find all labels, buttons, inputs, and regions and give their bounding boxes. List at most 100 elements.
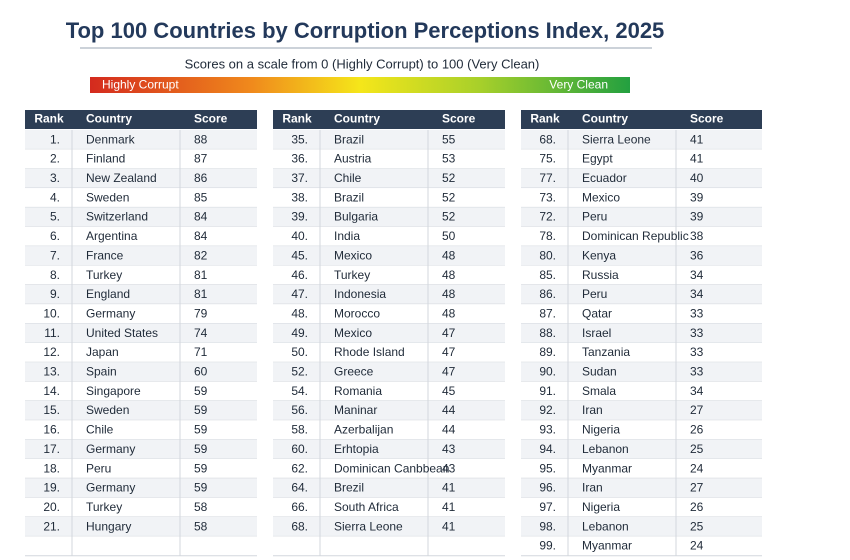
row-bg bbox=[273, 226, 505, 247]
header-cell: Rank bbox=[282, 112, 312, 126]
rank-cell: 21. bbox=[43, 519, 60, 533]
rank-cell: 97. bbox=[539, 500, 556, 514]
score-cell: 47 bbox=[442, 345, 456, 359]
country-cell: Brezil bbox=[334, 481, 364, 495]
score-cell: 59 bbox=[194, 384, 208, 398]
country-cell: Finland bbox=[86, 152, 125, 166]
rank-cell: 86. bbox=[539, 287, 556, 301]
row-bg bbox=[273, 188, 505, 208]
country-cell: Israel bbox=[582, 326, 611, 340]
table-header bbox=[273, 110, 505, 129]
country-cell: Indonesia bbox=[334, 287, 386, 301]
row-bg bbox=[273, 517, 505, 537]
score-cell: 44 bbox=[442, 403, 456, 417]
score-cell: 81 bbox=[194, 268, 208, 282]
rank-cell: 18. bbox=[43, 461, 60, 475]
rank-cell: 5. bbox=[50, 210, 60, 224]
rank-cell: 77. bbox=[539, 171, 556, 185]
country-cell: Argentina bbox=[86, 229, 138, 243]
rank-cell: 16. bbox=[43, 423, 60, 437]
country-cell: Japan bbox=[86, 345, 119, 359]
row-bg bbox=[273, 149, 505, 169]
rank-cell: 40. bbox=[291, 229, 308, 243]
score-cell: 52 bbox=[442, 210, 456, 224]
rank-cell: 14. bbox=[43, 384, 60, 398]
row-bg bbox=[273, 265, 505, 285]
rank-cell: 10. bbox=[43, 306, 60, 320]
row-bg bbox=[25, 226, 257, 247]
row-bg bbox=[25, 188, 257, 208]
country-cell: Turkey bbox=[86, 268, 122, 282]
country-cell: Mexico bbox=[582, 190, 620, 204]
row-bg bbox=[25, 381, 257, 401]
country-cell: France bbox=[86, 248, 124, 262]
country-cell: Myanmar bbox=[582, 461, 632, 475]
row-bg bbox=[25, 362, 257, 382]
country-cell: Chile bbox=[334, 171, 362, 185]
rank-cell: 58. bbox=[291, 423, 308, 437]
row-bg bbox=[273, 497, 505, 517]
country-cell: Azerbalijan bbox=[334, 423, 393, 437]
row-bg bbox=[521, 420, 762, 440]
country-cell: Brazil bbox=[334, 132, 364, 146]
score-cell: 39 bbox=[690, 210, 704, 224]
score-cell: 86 bbox=[194, 171, 208, 185]
rank-cell: 35. bbox=[291, 132, 308, 146]
country-cell: Smala bbox=[582, 384, 616, 398]
rank-cell: 11. bbox=[44, 326, 60, 340]
country-cell: Spain bbox=[86, 365, 117, 379]
country-cell: Ecuador bbox=[582, 171, 627, 185]
country-cell: Peru bbox=[582, 287, 607, 301]
country-cell: Dominican Republic bbox=[582, 229, 689, 243]
score-cell: 82 bbox=[194, 248, 208, 262]
score-cell: 48 bbox=[442, 287, 456, 301]
score-cell: 84 bbox=[194, 229, 208, 243]
country-cell: Nigeria bbox=[582, 423, 620, 437]
score-cell: 59 bbox=[194, 403, 208, 417]
rank-cell: 73. bbox=[539, 190, 556, 204]
country-cell: Hungary bbox=[86, 519, 131, 533]
row-bg bbox=[521, 188, 762, 208]
country-cell: Turkey bbox=[334, 268, 370, 282]
table-header bbox=[521, 110, 762, 129]
country-cell: England bbox=[86, 287, 130, 301]
score-cell: 59 bbox=[194, 461, 208, 475]
score-cell: 26 bbox=[690, 500, 704, 514]
score-cell: 52 bbox=[442, 190, 456, 204]
rank-cell: 37. bbox=[291, 171, 308, 185]
row-bg bbox=[25, 246, 257, 266]
rank-cell: 48. bbox=[291, 306, 308, 320]
rank-cell: 17. bbox=[43, 442, 60, 456]
score-cell: 27 bbox=[690, 403, 704, 417]
row-bg bbox=[521, 284, 762, 305]
rank-cell: 96. bbox=[539, 481, 556, 495]
rank-cell: 91. bbox=[539, 384, 556, 398]
rank-cell: 9. bbox=[50, 287, 60, 301]
row-bg bbox=[25, 130, 257, 150]
score-cell: 58 bbox=[194, 519, 208, 533]
score-cell: 36 bbox=[690, 248, 704, 262]
rank-cell: 78. bbox=[539, 229, 556, 243]
rank-cell: 39. bbox=[291, 210, 308, 224]
header-cell: Rank bbox=[530, 112, 560, 126]
row-bg bbox=[521, 226, 762, 247]
country-cell: Erhtopia bbox=[334, 442, 379, 456]
rank-cell: 72. bbox=[539, 210, 556, 224]
score-cell: 58 bbox=[194, 500, 208, 514]
row-bg bbox=[521, 517, 762, 537]
row-bg bbox=[273, 362, 505, 382]
score-cell: 41 bbox=[442, 481, 456, 495]
row-bg bbox=[273, 168, 505, 189]
score-cell: 52 bbox=[442, 171, 456, 185]
row-bg bbox=[25, 323, 257, 343]
country-cell: Sweden bbox=[86, 403, 129, 417]
rank-cell: 38. bbox=[291, 190, 308, 204]
score-cell: 33 bbox=[690, 326, 704, 340]
header-cell: Country bbox=[86, 112, 132, 126]
score-cell: 43 bbox=[442, 461, 456, 475]
row-bg bbox=[25, 458, 257, 479]
score-cell: 71 bbox=[194, 345, 208, 359]
country-cell: Singapore bbox=[86, 384, 141, 398]
score-cell: 44 bbox=[442, 423, 456, 437]
row-bg bbox=[273, 342, 505, 363]
